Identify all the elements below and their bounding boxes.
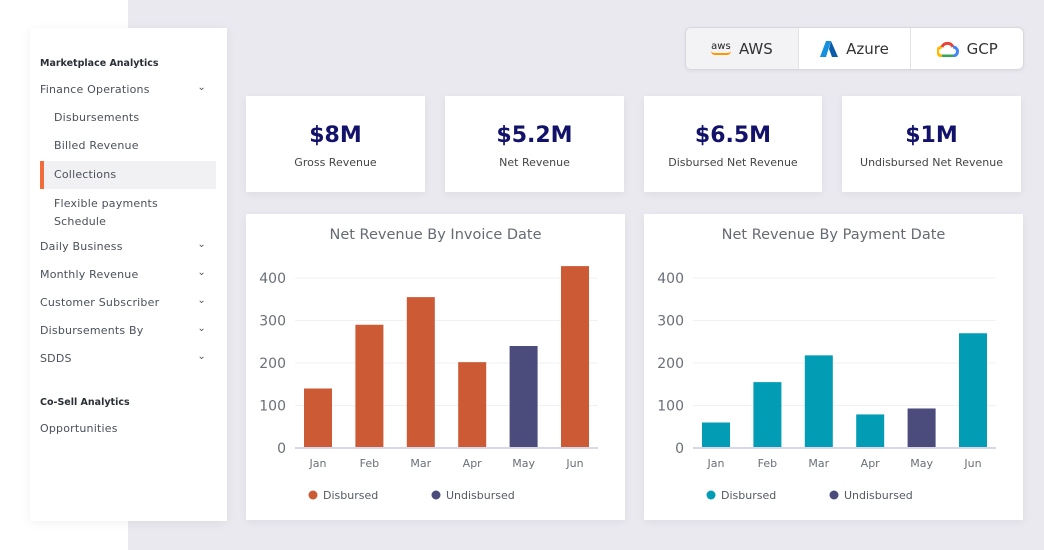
chevron-down-icon: ⌄ — [197, 267, 206, 278]
sidebar-item-customer-subscriber[interactable]: Customer Subscriber ⌄ — [40, 295, 216, 309]
chart-card-invoice-date: 0 100 200 300 400 Jan Feb Mar Apr May Jun Disbursed… — [246, 214, 625, 520]
y-tick-label: 300 — [259, 314, 286, 330]
legend-label: Disbursed — [323, 489, 378, 502]
sidebar-item-label: Monthly Revenue — [40, 268, 139, 281]
bar-mar — [804, 355, 833, 448]
bar-feb — [355, 324, 384, 448]
x-tick-label: Jun — [963, 457, 981, 470]
kpi-disbursed-net-revenue: $6.5M Disbursed Net Revenue — [644, 96, 822, 192]
bar-apr — [856, 414, 885, 448]
x-tick-label: Feb — [758, 457, 777, 470]
x-tick-label: Mar — [808, 457, 829, 470]
kpi-label: Net Revenue — [499, 156, 570, 169]
sidebar-item-disbursements-by[interactable]: Disbursements By ⌄ — [40, 323, 216, 337]
sidebar-item-label: Customer Subscriber — [40, 296, 160, 309]
legend-label: Undisbursed — [844, 489, 913, 502]
bar-mar — [406, 297, 435, 448]
azure-option[interactable]: Azure — [799, 28, 912, 69]
azure-logo-icon — [820, 40, 839, 57]
x-tick-label: Mar — [410, 457, 431, 470]
sidebar-item-collections[interactable]: Collections — [40, 161, 216, 189]
aws-logo-icon: aws — [710, 42, 731, 55]
sidebar-item-billed-revenue[interactable]: Billed Revenue — [54, 139, 139, 152]
chevron-down-icon: ⌄ — [197, 82, 206, 93]
chevron-down-icon: ⌄ — [197, 323, 206, 334]
sidebar: Marketplace Analytics Finance Operations… — [30, 28, 227, 521]
aws-label: AWS — [738, 39, 773, 58]
sidebar-item-sdds[interactable]: SDDS ⌄ — [40, 351, 216, 365]
chart-title: Net Revenue By Payment Date — [721, 227, 946, 243]
x-tick-label: Apr — [861, 457, 881, 470]
chart-title: Net Revenue By Invoice Date — [329, 227, 542, 243]
section-marketplace-analytics: Marketplace Analytics — [40, 58, 159, 69]
sidebar-item-label: Schedule — [54, 215, 107, 228]
bar-may — [509, 346, 538, 448]
x-tick-label: Jan — [309, 457, 327, 470]
bar-jan — [702, 422, 730, 448]
bar-feb — [753, 382, 782, 448]
sidebar-item-opportunities[interactable]: Opportunities — [40, 422, 118, 435]
y-tick-label: 200 — [259, 356, 286, 372]
kpi-label: Undisbursed Net Revenue — [860, 156, 1003, 169]
sidebar-item-label: Disbursements By — [40, 324, 144, 337]
y-tick-label: 100 — [657, 399, 684, 415]
cloud-provider-selector: aws AWS Azure GCP — [685, 27, 1024, 70]
chart-card-payment-date: 0 100 200 300 400 Jan Feb Mar Apr May Jun Disbursed… — [644, 214, 1023, 520]
y-tick-label: 200 — [657, 356, 684, 372]
aws-option[interactable]: aws AWS — [686, 28, 799, 69]
bar-chart-payment-date: 0 100 200 300 400 Jan Feb Mar Apr May Jun Disbursed… — [657, 271, 996, 502]
y-tick-label: 300 — [657, 314, 684, 330]
section-co-sell-analytics: Co-Sell Analytics — [40, 397, 130, 408]
sidebar-item-monthly-revenue[interactable]: Monthly Revenue ⌄ — [40, 267, 216, 281]
chevron-down-icon: ⌄ — [197, 295, 206, 306]
sidebar-item-daily-business[interactable]: Daily Business ⌄ — [40, 239, 216, 253]
kpi-undisbursed-net-revenue: $1M Undisbursed Net Revenue — [842, 96, 1021, 192]
bar-jun — [959, 333, 987, 448]
sidebar-item-disbursements[interactable]: Disbursements — [54, 111, 140, 124]
kpi-value: $6.5M — [694, 123, 772, 148]
chevron-down-icon: ⌄ — [197, 239, 206, 250]
y-tick-label: 0 — [277, 441, 286, 457]
legend-marker-disbursed — [706, 490, 716, 500]
gcp-logo-icon — [936, 41, 959, 57]
sidebar-item-label: Flexible payments — [54, 197, 158, 210]
legend-marker-undisbursed — [431, 490, 441, 500]
kpi-value: $8M — [309, 123, 362, 148]
y-tick-label: 400 — [259, 271, 286, 287]
x-tick-label: Jun — [565, 457, 583, 470]
kpi-label: Gross Revenue — [294, 156, 377, 169]
legend-marker-undisbursed — [829, 490, 839, 500]
sidebar-item-label: SDDS — [40, 352, 72, 365]
x-tick-label: May — [910, 457, 933, 470]
sidebar-item-label: Finance Operations — [40, 83, 150, 96]
legend-marker-disbursed — [308, 490, 318, 500]
kpi-label: Disbursed Net Revenue — [668, 156, 798, 169]
bar-chart-invoice-date: 0 100 200 300 400 Jan Feb Mar Apr May Jun Disbursed… — [259, 266, 598, 502]
chevron-down-icon: ⌄ — [197, 351, 206, 362]
azure-label: Azure — [846, 39, 889, 58]
legend-label: Disbursed — [721, 489, 776, 502]
gcp-option[interactable]: GCP — [911, 28, 1023, 69]
y-tick-label: 400 — [657, 271, 684, 287]
gcp-label: GCP — [966, 39, 998, 58]
sidebar-item-finance-operations[interactable]: Finance Operations ⌄ — [40, 82, 216, 96]
kpi-net-revenue: $5.2M Net Revenue — [445, 96, 624, 192]
legend-label: Undisbursed — [446, 489, 515, 502]
x-tick-label: May — [512, 457, 535, 470]
bar-jan — [304, 388, 332, 448]
x-tick-label: Jan — [707, 457, 725, 470]
kpi-gross-revenue: $8M Gross Revenue — [246, 96, 425, 192]
kpi-value: $1M — [905, 123, 958, 148]
x-tick-label: Apr — [463, 457, 483, 470]
bar-may — [907, 408, 936, 448]
y-tick-label: 100 — [259, 399, 286, 415]
x-tick-label: Feb — [360, 457, 379, 470]
sidebar-item-flexible-payments-schedule[interactable]: Flexible payments Schedule — [54, 195, 216, 231]
y-tick-label: 0 — [675, 441, 684, 457]
bar-apr — [458, 362, 487, 448]
bar-jun — [561, 266, 589, 448]
kpi-value: $5.2M — [496, 123, 573, 148]
sidebar-item-label: Daily Business — [40, 240, 123, 253]
